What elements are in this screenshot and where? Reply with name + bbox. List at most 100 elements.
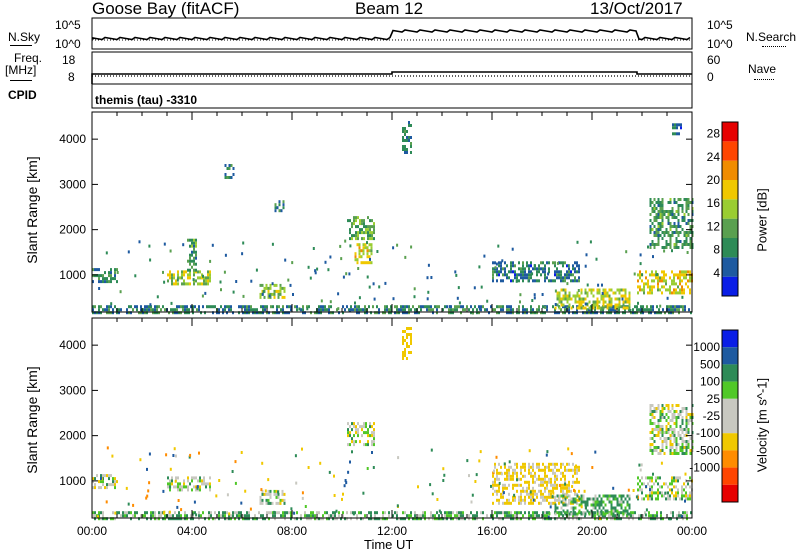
velocity-cell: [422, 514, 424, 518]
power-cell: [661, 210, 664, 213]
velocity-cell: [448, 511, 450, 515]
power-cell: [576, 311, 578, 315]
velocity-cell: [353, 434, 355, 438]
power-scatter-cell: [138, 240, 141, 244]
velocity-cell: [562, 501, 564, 505]
velocity-cell: [363, 431, 365, 435]
power-cell: [590, 311, 592, 315]
velocity-cell: [594, 514, 596, 518]
velocity-cell: [542, 511, 544, 515]
velocity-cell: [170, 517, 172, 521]
velocity-cell: [576, 468, 578, 472]
velocity-cell: [207, 482, 209, 486]
velocity-scatter-cell: [443, 473, 446, 477]
power-cell: [665, 210, 668, 213]
power-cell: [649, 246, 652, 249]
power-cell: [574, 261, 576, 265]
velocity-cell: [136, 511, 138, 515]
velocity-cell: [158, 517, 160, 521]
power-cell: [373, 231, 375, 235]
velocity-cell: [665, 419, 668, 422]
power-cell: [438, 305, 440, 309]
power-cell: [598, 300, 601, 304]
velocity-cell: [637, 488, 639, 492]
power-cell: [530, 264, 532, 268]
power-cell: [279, 289, 282, 293]
power-cell: [228, 305, 230, 309]
velocity-cell: [608, 512, 611, 516]
power-cell: [382, 311, 384, 315]
velocity-cell: [689, 497, 691, 501]
velocity-cell: [556, 506, 559, 510]
velocity-scatter-cell: [664, 491, 667, 495]
power-scatter-cell: [584, 302, 587, 306]
velocity-cell: [630, 511, 632, 515]
power-scatter-cell: [666, 296, 669, 300]
power-cell: [432, 308, 434, 312]
velocity-cell: [572, 506, 575, 510]
velocity-scatter-cell: [490, 484, 492, 488]
power-cell: [102, 308, 104, 312]
velocity-cell: [347, 434, 349, 438]
power-cell: [590, 308, 592, 312]
velocity-cell: [562, 517, 564, 521]
power-cell: [637, 279, 639, 283]
power-cell: [456, 308, 458, 312]
power-cell: [366, 255, 369, 259]
power-cell: [560, 270, 562, 274]
velocity-scatter-cell: [583, 489, 586, 493]
velocity-cell: [226, 511, 228, 515]
velocity-cell: [673, 497, 675, 501]
power-cell: [500, 279, 502, 283]
velocity-cell: [347, 428, 349, 432]
velocity-cell: [273, 489, 276, 493]
power-cell: [562, 303, 565, 307]
power-cell: [568, 303, 571, 307]
velocity-cell: [408, 333, 410, 336]
velocity-cell: [600, 497, 603, 501]
power-cell: [665, 282, 667, 286]
power-cell: [564, 279, 566, 283]
velocity-cell: [676, 517, 678, 521]
power-cell: [126, 311, 128, 315]
velocity-cell: [498, 477, 500, 481]
velocity-cell: [626, 503, 629, 507]
velocity-cell: [526, 486, 528, 490]
power-cell: [356, 261, 359, 265]
velocity-cell: [530, 471, 532, 475]
velocity-cell: [667, 491, 669, 495]
velocity-cell: [618, 517, 620, 521]
power-cell: [661, 201, 664, 204]
velocity-scatter-cell: [111, 454, 114, 458]
velocity-cell: [126, 514, 128, 518]
power-cell: [322, 305, 324, 309]
y-tick-label: 1000: [59, 474, 86, 488]
power-cell: [663, 210, 666, 213]
velocity-cell: [355, 425, 357, 429]
velocity-cell: [110, 474, 112, 478]
power-cell: [580, 306, 583, 310]
velocity-cell: [330, 514, 332, 518]
velocity-cell: [562, 514, 564, 518]
power-cell: [653, 210, 656, 213]
velocity-cell: [168, 514, 170, 518]
power-cell: [370, 243, 373, 247]
velocity-cell: [649, 407, 652, 410]
velocity-cell: [536, 477, 538, 481]
velocity-cell: [679, 449, 682, 452]
power-cell: [681, 285, 683, 289]
power-scatter-cell: [589, 240, 592, 244]
power-cell: [554, 261, 556, 265]
power-cell: [649, 213, 652, 216]
power-scatter-cell: [554, 289, 557, 293]
power-cell: [193, 282, 195, 286]
power-cell: [364, 246, 367, 250]
power-cell: [510, 308, 512, 312]
velocity-cell: [532, 474, 534, 478]
velocity-cell: [498, 462, 500, 466]
velocity-cell: [536, 511, 538, 515]
velocity-cell: [92, 511, 94, 515]
power-cell: [562, 311, 564, 315]
velocity-scatter-cell: [417, 485, 419, 489]
